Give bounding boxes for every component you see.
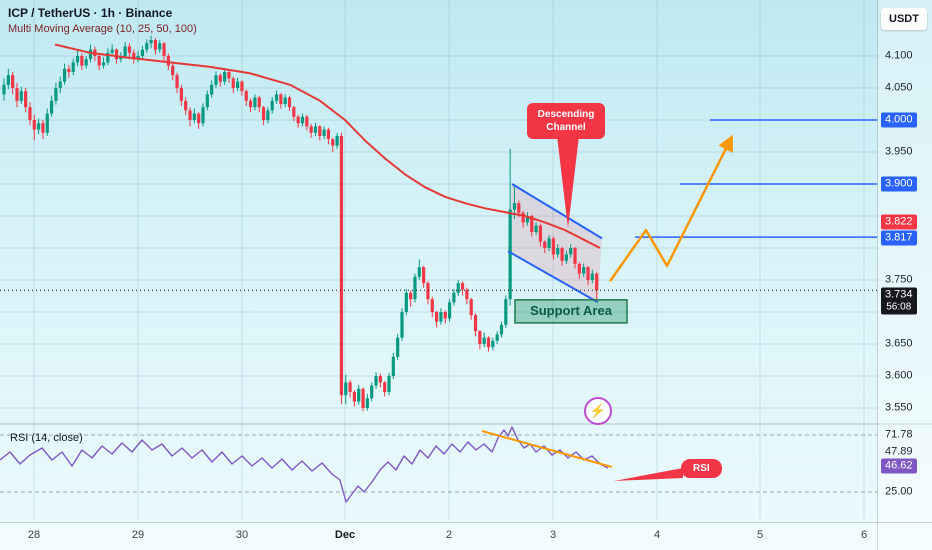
time-label: 6 bbox=[860, 529, 868, 541]
price-axis[interactable]: 4.100 4.050 4.000 3.950 3.900 3.822 3.817 3.750… bbox=[877, 0, 932, 550]
axis-price-label: 3.650 bbox=[885, 337, 913, 350]
indicator-title[interactable]: Multi Moving Average (10, 25, 50, 100) bbox=[8, 23, 197, 35]
axis-price-label: 46.62 bbox=[881, 458, 917, 474]
time-label: 3 bbox=[549, 529, 557, 541]
time-label: Dec bbox=[334, 529, 356, 541]
symbol-title[interactable]: ICP / TetherUS · 1h · Binance bbox=[8, 6, 173, 20]
axis-price-label: 3.550 bbox=[885, 401, 913, 414]
time-label: 2 bbox=[445, 529, 453, 541]
axis-price-label: 4.050 bbox=[885, 81, 913, 94]
axis-price-label: 25.00 bbox=[885, 485, 913, 498]
axis-price-label: 3.600 bbox=[885, 369, 913, 382]
chart-legend: ICP / TetherUS · 1h · Binance Multi Movi… bbox=[8, 6, 197, 35]
axis-price-label: 3.900 bbox=[881, 176, 917, 192]
rsi-callout-label[interactable]: RSI bbox=[681, 459, 722, 478]
axis-price-label: 4.100 bbox=[885, 49, 913, 62]
axis-price-label: 47.89 bbox=[885, 445, 913, 458]
rsi-legend[interactable]: RSI (14, close) bbox=[10, 432, 83, 444]
descending-channel-label[interactable]: Descending Channel bbox=[527, 103, 605, 139]
time-label: 28 bbox=[27, 529, 41, 541]
axis-price-label: 3.817 bbox=[881, 230, 917, 246]
axis-price-label: 71.78 bbox=[885, 428, 913, 441]
axis-price-label: 3.822 bbox=[881, 214, 917, 230]
time-label: 29 bbox=[131, 529, 145, 541]
time-label: 4 bbox=[653, 529, 661, 541]
current-price-label: 3.734 56:08 bbox=[881, 287, 917, 315]
time-label: 5 bbox=[756, 529, 764, 541]
support-area-label[interactable]: Support Area bbox=[530, 303, 612, 318]
time-label: 30 bbox=[235, 529, 249, 541]
currency-toggle-button[interactable]: USDT bbox=[881, 8, 927, 30]
time-axis[interactable]: 28 29 30 Dec 2 3 4 5 6 bbox=[0, 522, 932, 550]
axis-price-label: 4.000 bbox=[881, 112, 917, 128]
lightning-icon[interactable]: ⚡ bbox=[584, 397, 612, 425]
axis-price-label: 3.950 bbox=[885, 145, 913, 158]
axis-price-label: 3.750 bbox=[885, 273, 913, 286]
